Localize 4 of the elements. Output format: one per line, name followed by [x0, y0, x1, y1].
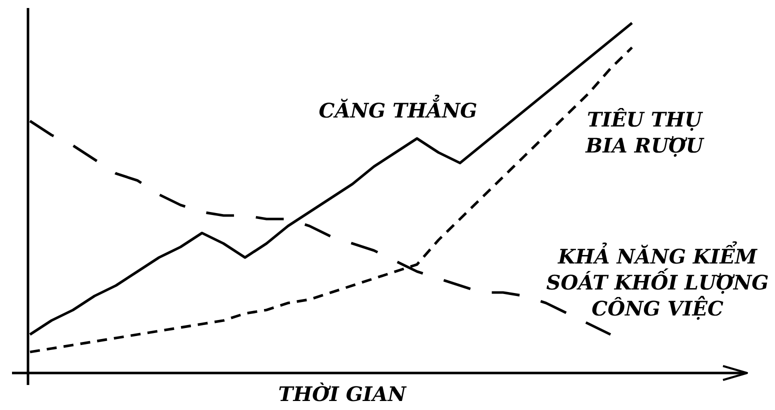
series-label: TIÊU THỤ BIA RƯỢU	[584, 108, 705, 158]
series-label: CĂNG THẲNG	[318, 94, 478, 123]
series-label: KHẢ NĂNG KIỂM SOÁT KHỐI LƯỢNG CÔNG VIỆC	[546, 240, 769, 321]
x-axis-title: THỜI GIAN	[278, 382, 407, 406]
